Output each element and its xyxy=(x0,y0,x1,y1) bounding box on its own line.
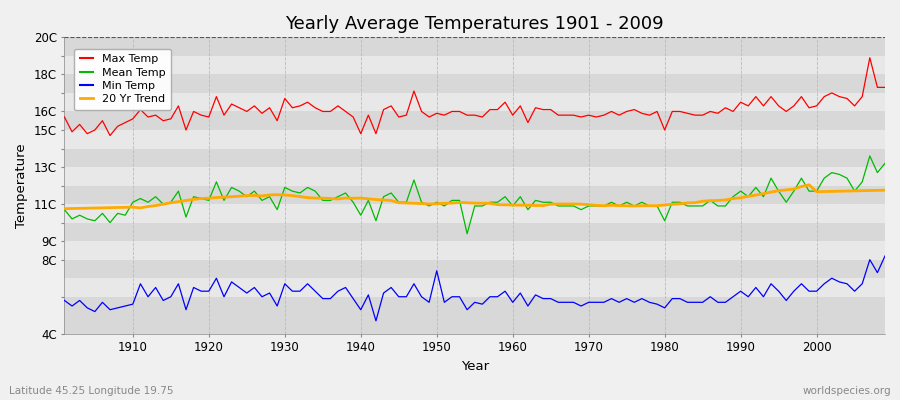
Bar xyxy=(65,56,885,74)
Legend: Max Temp, Mean Temp, Min Temp, 20 Yr Trend: Max Temp, Mean Temp, Min Temp, 20 Yr Tre… xyxy=(74,49,171,110)
Bar xyxy=(65,204,885,223)
X-axis label: Year: Year xyxy=(461,360,489,373)
Bar xyxy=(65,260,885,278)
Bar xyxy=(65,112,885,130)
Text: worldspecies.org: worldspecies.org xyxy=(803,386,891,396)
Bar xyxy=(65,37,885,56)
Bar xyxy=(65,297,885,334)
Text: Latitude 45.25 Longitude 19.75: Latitude 45.25 Longitude 19.75 xyxy=(9,386,174,396)
Y-axis label: Temperature: Temperature xyxy=(15,143,28,228)
Bar xyxy=(65,278,885,297)
Bar xyxy=(65,223,885,241)
Bar xyxy=(65,93,885,112)
Title: Yearly Average Temperatures 1901 - 2009: Yearly Average Temperatures 1901 - 2009 xyxy=(285,15,664,33)
Bar xyxy=(65,241,885,260)
Bar xyxy=(65,74,885,93)
Bar xyxy=(65,186,885,204)
Bar xyxy=(65,167,885,186)
Bar xyxy=(65,130,885,148)
Bar xyxy=(65,148,885,167)
